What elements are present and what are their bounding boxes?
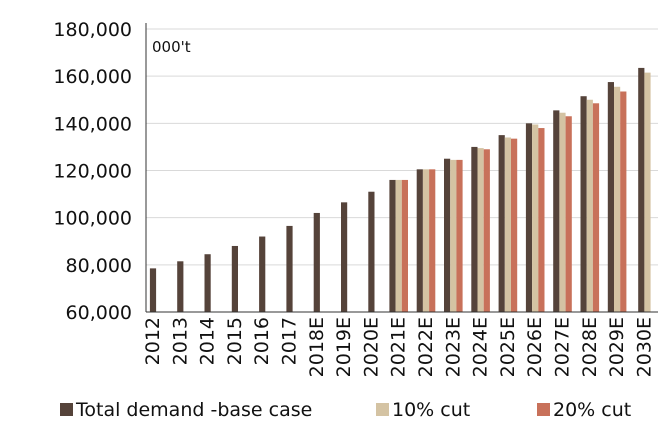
bar-0-14 xyxy=(525,123,533,312)
bar-0-3 xyxy=(231,245,238,312)
x-tick-label: 2022E xyxy=(415,317,437,377)
x-tick-label: 2024E xyxy=(470,317,492,377)
bar-2-12 xyxy=(483,149,490,312)
bar-1-11 xyxy=(450,159,457,312)
x-tick-label: 2019E xyxy=(333,317,355,377)
x-tick-label: 2027E xyxy=(552,317,574,377)
bar-0-8 xyxy=(368,191,375,312)
x-tick-label: 2023E xyxy=(442,317,464,377)
bar-2-16 xyxy=(592,103,600,312)
bar-1-12 xyxy=(477,148,484,312)
bar-2-9 xyxy=(401,179,408,312)
bar-0-2 xyxy=(204,254,211,312)
y-tick-label: 60,000 xyxy=(66,302,132,324)
x-tick-label: 2021E xyxy=(388,317,410,377)
x-tick-label: 2016 xyxy=(251,317,273,365)
x-tick-label: 2018E xyxy=(306,317,328,377)
x-tick-label: 2030E xyxy=(633,317,655,377)
bar-0-12 xyxy=(471,146,478,312)
bar-2-13 xyxy=(511,138,518,312)
bar-0-1 xyxy=(177,261,184,312)
bar-0-0 xyxy=(149,268,157,312)
x-tick-label: 2025E xyxy=(497,317,519,377)
bar-1-17 xyxy=(614,86,621,312)
x-tick-label: 2012 xyxy=(142,317,164,365)
bar-1-16 xyxy=(586,99,593,312)
legend-swatch xyxy=(537,403,550,416)
bar-1-13 xyxy=(504,137,511,312)
legend-label: Total demand -base case xyxy=(75,399,312,421)
bar-0-18 xyxy=(638,67,645,312)
x-tick-label: 2020E xyxy=(360,317,382,377)
x-tick-label: 2013 xyxy=(169,317,191,365)
y-tick-label: 80,000 xyxy=(66,255,132,277)
bar-1-9 xyxy=(395,179,402,312)
bar-2-14 xyxy=(538,128,545,312)
x-tick-label: 2028E xyxy=(579,317,601,377)
unit-label: 000't xyxy=(152,38,191,56)
y-tick-label: 100,000 xyxy=(53,208,132,230)
bar-0-5 xyxy=(286,225,293,312)
bar-0-6 xyxy=(313,212,320,312)
legend: Total demand -base case 10% cut 20% cut xyxy=(60,399,631,421)
bar-2-17 xyxy=(620,91,627,312)
x-tick-label: 2015 xyxy=(224,317,246,365)
bar-0-13 xyxy=(498,135,505,312)
bar-2-15 xyxy=(565,116,572,312)
x-axis: 2012 2013 2014 2015 2016 2017 2018E 2019E 2020E 2… xyxy=(142,311,658,377)
x-tick-label: 2029E xyxy=(606,317,628,377)
bar-2-10 xyxy=(429,169,436,312)
legend-swatch xyxy=(60,403,73,416)
y-tick-label: 160,000 xyxy=(53,66,132,88)
y-axis: 60,000 80,000 100,000 120,000 140,000 160,000… xyxy=(53,19,147,324)
bar-1-10 xyxy=(422,169,430,312)
y-tick-label: 180,000 xyxy=(53,19,132,41)
x-tick-label: 2017 xyxy=(279,317,301,365)
legend-label: 10% cut xyxy=(392,399,470,421)
bar-0-11 xyxy=(444,158,451,312)
legend-swatch xyxy=(376,403,389,416)
bar-0-15 xyxy=(553,110,560,312)
bars xyxy=(149,67,651,313)
x-tick-label: 2026E xyxy=(524,317,546,377)
legend-label: 20% cut xyxy=(553,399,631,421)
bar-0-17 xyxy=(607,82,614,312)
bar-0-4 xyxy=(259,236,266,312)
y-tick-label: 120,000 xyxy=(53,161,132,183)
bar-0-10 xyxy=(416,169,423,312)
bar-2-11 xyxy=(456,159,463,312)
bar-0-9 xyxy=(389,179,396,312)
y-tick-label: 140,000 xyxy=(53,113,132,135)
bar-1-18 xyxy=(644,72,651,312)
bar-1-14 xyxy=(532,124,539,312)
bar-0-7 xyxy=(341,202,348,312)
bar-0-16 xyxy=(580,96,587,313)
bar-1-15 xyxy=(559,112,566,313)
x-tick-label: 2014 xyxy=(197,317,219,365)
